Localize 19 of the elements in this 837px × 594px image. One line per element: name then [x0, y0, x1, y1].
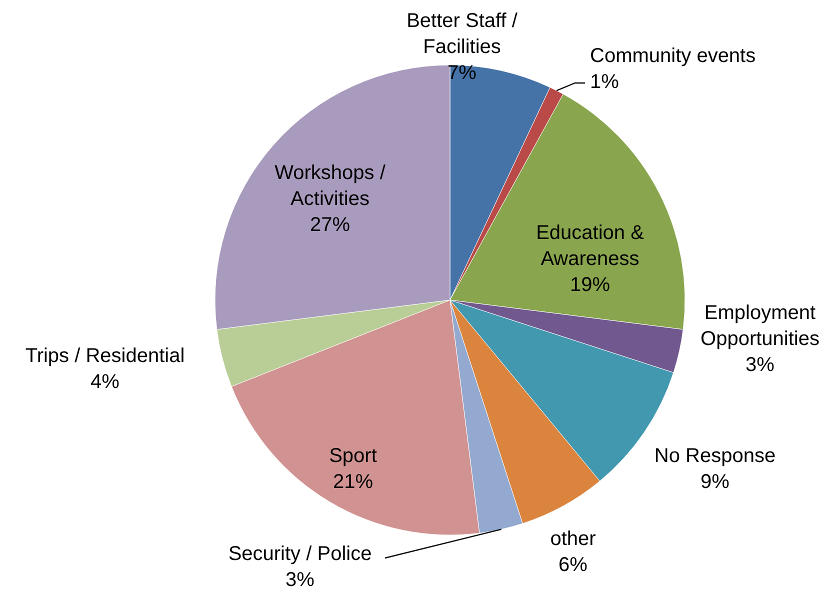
slice-label: Education & Awareness: [536, 222, 645, 270]
data-label: 3%: [286, 569, 315, 592]
slice-label: other: [550, 528, 596, 550]
slice-label: No Response: [654, 445, 776, 468]
slice-label: Workshops / Activities: [274, 162, 386, 210]
data-label: 4%: [90, 371, 120, 394]
data-label: 1%: [590, 71, 620, 94]
data-label: 9%: [700, 471, 730, 494]
data-label: 6%: [558, 554, 588, 576]
slice-label: Sport: [329, 445, 378, 468]
slice-label: Better Staff / Facilities: [406, 10, 518, 58]
slice-label: Trips / Residential: [25, 345, 185, 368]
data-label: 27%: [310, 214, 350, 236]
data-label: 19%: [570, 274, 610, 296]
slice-label: Employment Opportunities: [700, 302, 820, 350]
data-label: 3%: [746, 354, 775, 376]
data-label: 21%: [332, 471, 374, 494]
slice-label: Security / Police: [228, 543, 372, 566]
slice-label: Community events: [590, 45, 756, 68]
